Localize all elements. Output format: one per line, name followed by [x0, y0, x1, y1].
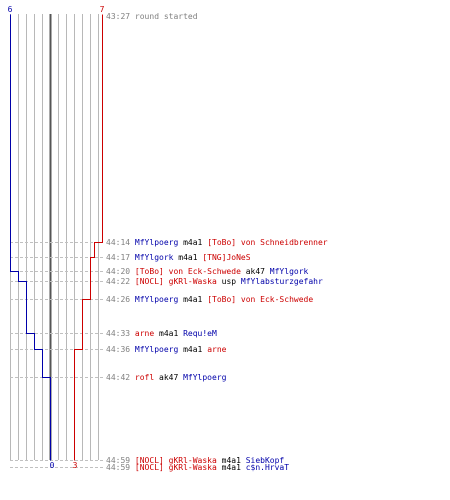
blue-series-line	[10, 14, 51, 461]
event-part: SiebKopf	[245, 456, 285, 465]
event-line: 44:59 [NOCL] gKRl-Waska m4a1 SiebKopf	[106, 456, 284, 465]
event-time: 44:33	[106, 329, 131, 338]
event-line: 44:33 arne m4a1 Requ!eM	[106, 329, 217, 338]
blue-start-count: 6	[8, 5, 13, 14]
event-line: 44:20 [ToBo] von Eck-Schwede ak47 MfYlgo…	[106, 267, 308, 276]
event-part: rofl	[134, 373, 155, 382]
event-part: MfYlgork	[134, 253, 174, 262]
event-line: 44:59 [NOCL] gKRl-Waska m4a1 c$n.HrvaT	[106, 463, 289, 472]
event-log: 43:27 round started 44:14 MfYlpoerg m4a1 …	[106, 0, 450, 500]
event-part: [ToBo] von Schneidbrenner	[207, 238, 328, 247]
event-part: [ToBo] von Eck-Schwede	[134, 267, 241, 276]
event-part: MfYlabsturzgefahr	[240, 277, 323, 286]
event-part: m4a1	[178, 238, 208, 247]
event-part: ak47	[240, 267, 270, 276]
event-part: [NOCL] gKRl-Waska	[134, 277, 217, 286]
event-part: [NOCL] gKRl-Waska	[134, 463, 217, 472]
event-part: [TNG]JoNeS	[202, 253, 251, 262]
event-part: Requ!eM	[183, 329, 217, 338]
event-part: arne	[134, 329, 155, 338]
event-part: c$n.HrvaT	[245, 463, 290, 472]
event-part: m4a1	[178, 345, 208, 354]
event-part: round started	[134, 12, 198, 21]
event-part: MfYlpoerg	[134, 295, 179, 304]
event-time: 44:59	[106, 463, 131, 472]
red-start-count: 7	[100, 5, 105, 14]
event-time: 44:20	[106, 267, 131, 276]
event-part: ak47	[154, 373, 184, 382]
event-part: MfYlpoerg	[134, 238, 179, 247]
event-part: arne	[207, 345, 227, 354]
event-line: 44:14 MfYlpoerg m4a1 [ToBo] von Schneidb…	[106, 238, 328, 247]
event-line: 43:27 round started	[106, 12, 198, 21]
event-time: 44:59	[106, 456, 131, 465]
event-part: [ToBo] von Eck-Schwede	[207, 295, 314, 304]
event-part: [NOCL] gKRl-Waska	[134, 456, 217, 465]
event-part: m4a1	[173, 253, 203, 262]
event-part: MfYlgork	[269, 267, 309, 276]
event-line: 44:17 MfYlgork m4a1 [TNG]JoNeS	[106, 253, 251, 262]
event-time: 44:26	[106, 295, 131, 304]
event-part: MfYlpoerg	[134, 345, 179, 354]
red-series-line	[74, 14, 103, 461]
red-end-count: 3	[73, 461, 78, 470]
event-part: MfYlpoerg	[183, 373, 227, 382]
event-time: 44:42	[106, 373, 131, 382]
event-part: m4a1	[154, 329, 184, 338]
event-time: 44:36	[106, 345, 131, 354]
blue-end-count: 0	[50, 461, 55, 470]
event-time: 44:14	[106, 238, 131, 247]
event-line: 44:22 [NOCL] gKRl-Waska usp MfYlabsturzg…	[106, 277, 323, 286]
event-part: m4a1	[178, 295, 208, 304]
event-part: m4a1	[216, 456, 246, 465]
event-part: m4a1	[216, 463, 246, 472]
event-time: 43:27	[106, 12, 131, 21]
event-line: 44:42 rofl ak47 MfYlpoerg	[106, 373, 226, 382]
event-line: 44:26 MfYlpoerg m4a1 [ToBo] von Eck-Schw…	[106, 295, 313, 304]
event-part: usp	[216, 277, 241, 286]
event-time: 44:17	[106, 253, 131, 262]
event-time: 44:22	[106, 277, 131, 286]
event-line: 44:36 MfYlpoerg m4a1 arne	[106, 345, 226, 354]
